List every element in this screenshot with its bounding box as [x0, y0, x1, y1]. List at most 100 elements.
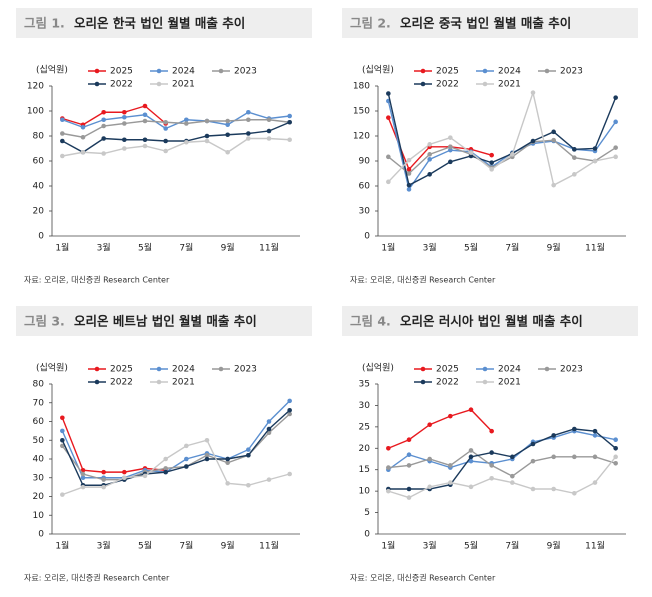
legend-marker: [218, 68, 224, 74]
y-tick-label: 40: [33, 455, 45, 465]
data-point: [142, 118, 148, 124]
data-point: [184, 443, 189, 449]
legend-marker: [420, 366, 426, 372]
data-point: [225, 132, 230, 138]
y-tick-label: 180: [353, 82, 370, 92]
x-tick-label: 5월: [138, 242, 152, 254]
data-point: [246, 117, 251, 123]
data-point: [266, 426, 272, 432]
x-tick-label: 11월: [259, 242, 279, 254]
data-point: [60, 415, 65, 421]
y-tick-label: 25: [359, 422, 370, 432]
data-point: [510, 480, 515, 485]
y-tick-label: 70: [33, 398, 45, 408]
data-point: [163, 469, 168, 475]
legend-marker: [156, 379, 162, 385]
data-point: [386, 488, 391, 494]
data-point: [468, 454, 474, 460]
legend-label: 2024: [498, 67, 521, 77]
figure-label: 그림 1.: [24, 16, 65, 31]
data-point: [592, 158, 598, 164]
data-point: [101, 123, 106, 129]
data-point: [510, 454, 515, 460]
data-point: [225, 460, 230, 466]
data-point: [386, 154, 391, 160]
data-point: [468, 448, 474, 453]
data-point: [468, 458, 474, 464]
data-point: [60, 153, 65, 159]
source-note: 자료: 오리온, 대신증권 Research Center: [24, 275, 170, 285]
data-point: [142, 473, 148, 479]
data-point: [60, 428, 65, 434]
y-tick-label: 20: [33, 207, 45, 217]
figure-label: 그림 3.: [24, 314, 65, 329]
data-point: [287, 119, 292, 125]
data-point: [592, 454, 598, 460]
data-point: [551, 137, 556, 143]
data-point: [427, 172, 432, 177]
data-point: [60, 138, 65, 144]
data-point: [406, 157, 412, 163]
data-point: [80, 484, 86, 490]
series-line: [62, 119, 290, 138]
data-point: [287, 411, 292, 417]
y-tick-label: 150: [353, 107, 370, 117]
data-point: [592, 428, 598, 434]
series-line: [387, 90, 616, 187]
data-point: [386, 91, 391, 96]
data-point: [163, 138, 168, 144]
y-unit-label: (십억원): [36, 64, 68, 76]
data-point: [163, 456, 168, 462]
legend-marker: [94, 366, 100, 372]
data-point: [60, 437, 65, 443]
series-line: [62, 105, 167, 126]
source-note: 자료: 오리온, 대신증권 Research Center: [350, 275, 496, 285]
y-tick-label: 40: [33, 182, 45, 192]
data-point: [163, 466, 168, 471]
series-line: [387, 100, 617, 192]
data-point: [225, 149, 230, 155]
data-point: [60, 492, 65, 497]
y-tick-label: 30: [359, 207, 371, 217]
data-point: [266, 477, 272, 482]
y-tick-label: 20: [359, 444, 371, 454]
x-tick-label: 7월: [505, 540, 519, 552]
y-unit-label: (십억원): [362, 64, 394, 76]
y-tick-label: 120: [27, 82, 44, 92]
data-point: [101, 484, 106, 490]
data-point: [142, 137, 148, 143]
data-point: [551, 486, 556, 492]
legend-label: 2022: [110, 80, 133, 90]
y-unit-label: (십억원): [362, 362, 394, 374]
x-tick-label: 7월: [179, 242, 193, 254]
y-tick-label: 35: [359, 380, 370, 390]
data-point: [184, 464, 189, 469]
data-point: [266, 136, 272, 141]
legend-label: 2021: [172, 378, 195, 388]
data-point: [613, 460, 618, 466]
data-point: [406, 167, 412, 172]
data-point: [468, 150, 474, 155]
legend-label: 2025: [110, 365, 133, 375]
data-point: [266, 430, 272, 436]
chart-title: 오리온 러시아 법인 월별 매출 추이: [400, 314, 583, 329]
data-point: [489, 450, 494, 455]
x-tick-label: 5월: [464, 242, 478, 254]
y-tick-label: 10: [359, 487, 371, 497]
x-tick-label: 5월: [138, 540, 152, 552]
data-point: [427, 142, 432, 147]
data-point: [551, 182, 556, 188]
data-point: [122, 109, 127, 115]
series-line: [62, 439, 290, 496]
data-point: [122, 114, 127, 120]
data-point: [613, 154, 618, 160]
series-line: [61, 400, 291, 479]
x-tick-label: 3월: [423, 540, 437, 552]
x-tick-label: 5월: [464, 540, 478, 552]
x-tick-label: 3월: [97, 242, 111, 254]
data-point: [572, 172, 577, 177]
data-point: [184, 121, 189, 126]
legend-label: 2024: [498, 365, 521, 375]
source-note: 자료: 오리온, 대신증권 Research Center: [24, 573, 170, 583]
data-point: [613, 445, 618, 451]
